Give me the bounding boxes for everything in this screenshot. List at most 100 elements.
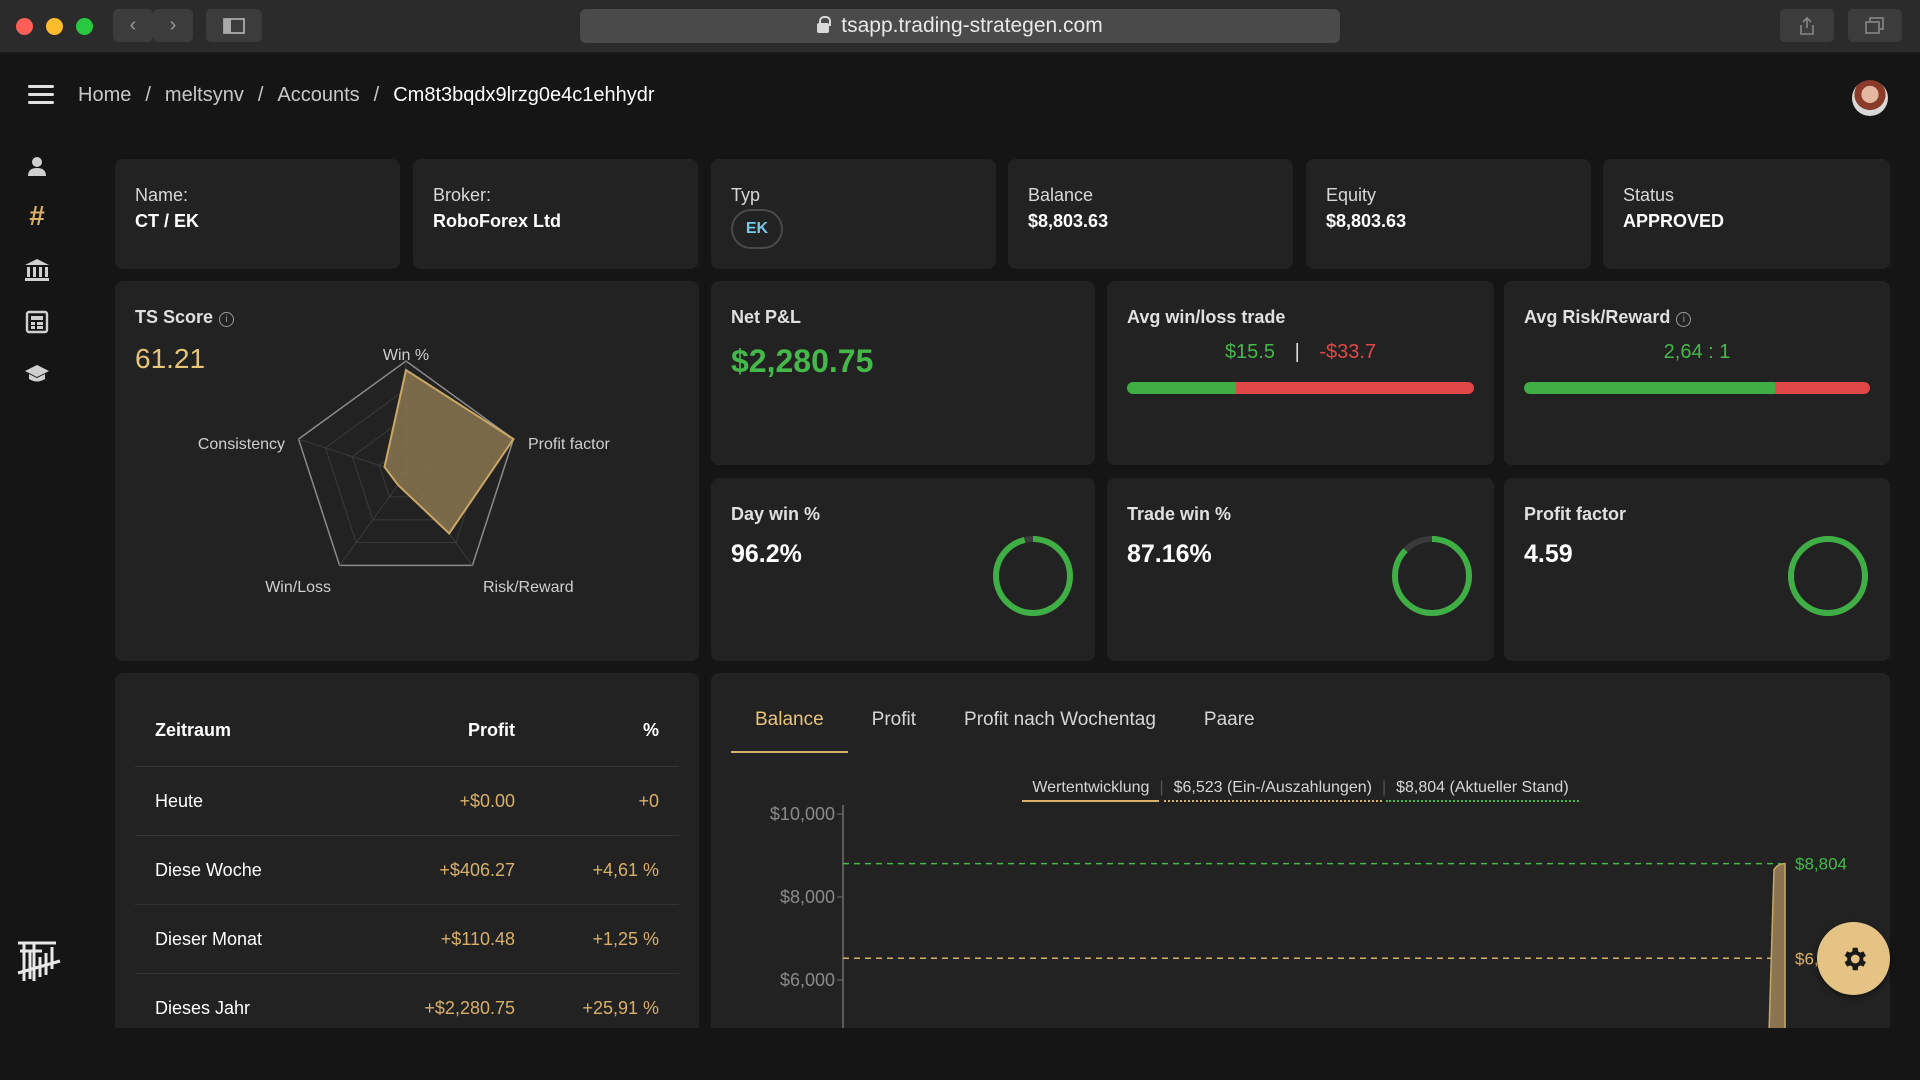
- balance-value: $8,803.63: [1028, 211, 1109, 231]
- avg-risk-reward-card: Avg Risk/Reward i 2,64 : 1: [1504, 281, 1890, 465]
- column-header-profit[interactable]: Profit: [468, 720, 515, 740]
- tab-profit[interactable]: Profit: [871, 709, 917, 730]
- reward-bar-fill: [1524, 382, 1775, 394]
- avg-win-loss-card: Avg win/loss trade $15.5 | -$33.7: [1107, 281, 1494, 465]
- breadcrumb-user[interactable]: meltsynv: [164, 84, 244, 106]
- radar-spoke: [339, 473, 407, 566]
- back-button[interactable]: ‹: [113, 9, 153, 42]
- trade-win-ring: [1392, 536, 1472, 616]
- avg-loss-value: -$33.7: [1319, 341, 1377, 363]
- avg-win-loss-title: Avg win/loss trade: [1127, 307, 1286, 327]
- tab-profit-by-weekday[interactable]: Profit nach Wochentag: [964, 709, 1156, 730]
- table-row: Dieses Jahr +$2,280.75 +25,91 %: [135, 974, 679, 1043]
- ts-score-radar-chart: Win % Profit factor Risk/Reward Win/Loss…: [198, 347, 611, 596]
- y-tick-label: $6,000: [780, 970, 835, 990]
- forward-button[interactable]: ›: [153, 9, 193, 42]
- minimize-window-button[interactable]: [46, 18, 63, 35]
- day-win-card: Day win % 96.2%: [711, 478, 1095, 661]
- status-card: Status APPROVED: [1603, 159, 1890, 269]
- broker-label: Broker:: [433, 185, 492, 205]
- equity-label: Equity: [1326, 185, 1377, 205]
- sidebar-toggle-button[interactable]: [206, 9, 262, 42]
- graduation-cap-icon[interactable]: [24, 361, 50, 387]
- legend-current[interactable]: $8,804 (Aktueller Stand): [1386, 779, 1579, 802]
- radar-axis-label: Profit factor: [528, 436, 610, 453]
- day-win-ring: [993, 536, 1073, 616]
- breadcrumb-current: Cm8t3bqdx9lrzg0e4c1ehhydr: [393, 84, 655, 106]
- tab-balance[interactable]: Balance: [731, 693, 848, 753]
- info-icon[interactable]: i: [1676, 312, 1692, 327]
- user-icon[interactable]: [24, 153, 50, 179]
- trade-win-title: Trade win %: [1127, 504, 1232, 524]
- url-text: tsapp.trading-strategen.com: [841, 14, 1103, 37]
- chevron-right-icon: ›: [169, 14, 177, 36]
- net-pnl-title: Net P&L: [731, 307, 802, 327]
- avg-separator: |: [1294, 341, 1300, 363]
- percent-cell: +25,91 %: [582, 998, 659, 1018]
- share-button[interactable]: [1780, 9, 1834, 42]
- calculator-icon[interactable]: [24, 309, 50, 335]
- breadcrumb: Home / meltsynv / Accounts / Cm8t3bqdx9l…: [78, 84, 655, 107]
- menu-icon[interactable]: [28, 85, 54, 105]
- browser-toolbar: ‹ › tsapp.trading-strategen.com: [0, 0, 1920, 53]
- name-value: CT / EK: [135, 211, 200, 231]
- type-badge: EK: [731, 209, 783, 249]
- table-header: Zeitraum Profit %: [135, 695, 679, 767]
- ts-score-value: 61.21: [135, 343, 206, 374]
- table-row: Dieser Monat +$110.48 +1,25 %: [135, 905, 679, 974]
- share-icon: [1800, 16, 1814, 35]
- close-window-button[interactable]: [16, 18, 33, 35]
- y-tick-label: $10,000: [770, 804, 835, 824]
- hashtag-icon[interactable]: #: [29, 200, 45, 231]
- net-pnl-value: $2,280.75: [731, 343, 874, 379]
- type-label: Typ: [731, 185, 761, 205]
- chart-legend: Wertentwicklung | $6,523 (Ein-/Auszahlunge…: [711, 779, 1890, 802]
- win-loss-bar: [1127, 382, 1474, 394]
- tab-pairs[interactable]: Paare: [1203, 709, 1255, 730]
- app-header: Home / meltsynv / Accounts / Cm8t3bqdx9l…: [0, 54, 1920, 139]
- info-icon[interactable]: i: [219, 312, 235, 327]
- status-value: APPROVED: [1623, 211, 1725, 231]
- broker-card: Broker: RoboForex Ltd: [413, 159, 698, 269]
- equity-value: $8,803.63: [1326, 211, 1407, 231]
- profit-cell: +$2,280.75: [424, 998, 515, 1018]
- period-cell: Diese Woche: [155, 859, 262, 880]
- balance-chart: $10,000$8,000$6,000$8,804$6,5: [770, 804, 1847, 1028]
- reference-line-label: $8,804: [1795, 855, 1847, 874]
- day-win-value: 96.2%: [731, 540, 802, 568]
- percent-cell: +1,25 %: [592, 928, 659, 949]
- legend-performance[interactable]: Wertentwicklung: [1022, 779, 1160, 802]
- balance-chart-card: Balance Profit Profit nach Wochentag Paa…: [711, 673, 1890, 1028]
- profit-factor-card: Profit factor 4.59: [1504, 478, 1890, 661]
- bank-icon[interactable]: [24, 257, 50, 283]
- maximize-window-button[interactable]: [76, 18, 93, 35]
- column-header-percent[interactable]: %: [642, 720, 659, 740]
- loss-bar-fill: [1236, 382, 1474, 394]
- balance-area: [1768, 862, 1786, 1028]
- percent-cell: +4,61 %: [592, 859, 659, 880]
- tabs-overview-button[interactable]: [1848, 9, 1902, 42]
- avg-win-value: $15.5: [1224, 341, 1275, 363]
- legend-deposits[interactable]: $6,523 (Ein-/Auszahlungen): [1163, 779, 1382, 802]
- y-tick-label: $8,000: [780, 887, 835, 907]
- breadcrumb-home[interactable]: Home: [78, 84, 132, 106]
- percent-cell: +0: [638, 790, 659, 811]
- chart-tabs: Balance Profit Profit nach Wochentag Paa…: [731, 693, 1279, 753]
- breadcrumb-separator: /: [373, 84, 380, 106]
- avatar[interactable]: [1852, 80, 1888, 116]
- period-cell: Dieser Monat: [155, 928, 263, 949]
- address-bar[interactable]: tsapp.trading-strategen.com: [580, 9, 1340, 43]
- breadcrumb-separator: /: [257, 84, 264, 106]
- sidebar-icon: [223, 17, 245, 34]
- balance-label: Balance: [1028, 185, 1094, 205]
- status-label: Status: [1623, 185, 1675, 205]
- radar-axis-label: Win %: [383, 347, 429, 364]
- avg-rr-title: Avg Risk/Reward i: [1524, 307, 1692, 328]
- profit-factor-value: 4.59: [1524, 540, 1573, 568]
- breadcrumb-accounts[interactable]: Accounts: [277, 84, 360, 106]
- settings-fab[interactable]: [1817, 922, 1890, 995]
- account-name-card: Name: CT / EK: [115, 159, 400, 269]
- column-header-period[interactable]: Zeitraum: [155, 720, 232, 740]
- profit-cell: +$406.27: [439, 859, 515, 880]
- period-profit-table: Zeitraum Profit % Heute +$0.00 +0 Diese …: [115, 673, 699, 1028]
